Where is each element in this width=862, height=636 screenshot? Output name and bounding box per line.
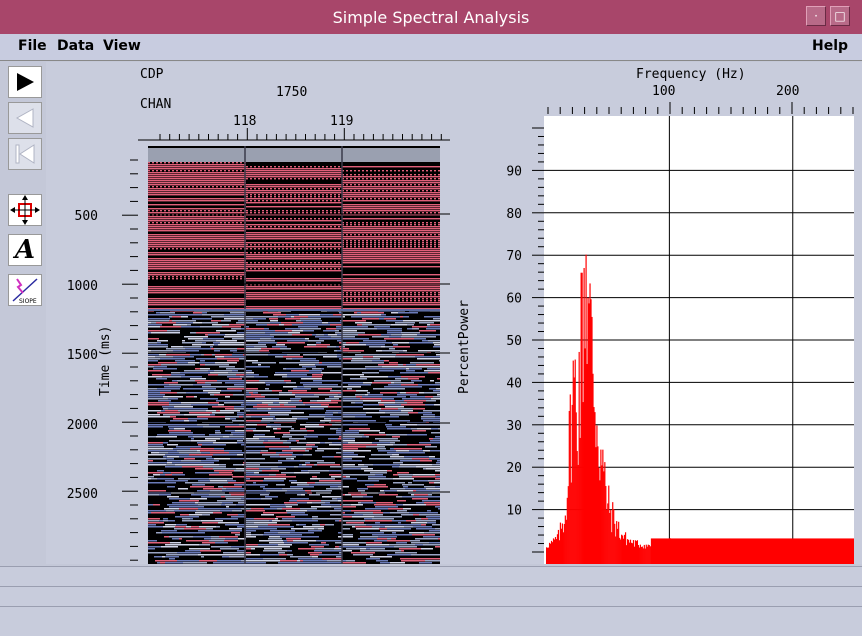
menu-file[interactable]: File	[18, 38, 47, 54]
y-tick-2500: 2500	[67, 487, 98, 502]
y-tick-80: 80	[506, 207, 522, 222]
y-tick-10: 10	[506, 504, 522, 519]
menu-bar: File Data View Help	[0, 34, 862, 61]
minimize-icon[interactable]: ·	[806, 6, 826, 26]
sioseis-icon[interactable]: SIOPE	[8, 274, 42, 306]
menu-view[interactable]: View	[103, 38, 141, 54]
seismic-header: CDP 1750 CHAN 118 119	[138, 62, 451, 144]
status-bar-1	[0, 566, 862, 587]
y-tick-40: 40	[506, 376, 522, 391]
spectrum-y-axis: PercentPower 10 20 30 40 50 60 70 80 90	[450, 116, 545, 564]
x-tick-200: 200	[776, 84, 799, 99]
x-tick-100: 100	[652, 84, 675, 99]
spectrum-bars	[546, 255, 854, 564]
y-tick-60: 60	[506, 292, 522, 307]
menu-data[interactable]: Data	[57, 38, 94, 54]
cdp-label: CDP	[140, 67, 164, 82]
time-axis-label: Time (ms)	[98, 326, 113, 396]
maximize-icon[interactable]: □	[830, 6, 850, 26]
menu-help[interactable]: Help	[812, 38, 848, 54]
spectrum-x-axis: Frequency (Hz) 100 200	[544, 62, 862, 116]
percent-power-label: PercentPower	[457, 300, 472, 394]
text-icon[interactable]: A	[8, 234, 42, 266]
y-tick-1500: 1500	[67, 348, 98, 363]
y-tick-20: 20	[506, 461, 522, 476]
play-icon[interactable]	[8, 66, 42, 98]
y-tick-2000: 2000	[67, 418, 98, 433]
window-title: Simple Spectral Analysis	[0, 8, 862, 27]
y-tick-50: 50	[506, 334, 522, 349]
status-bar-2	[0, 586, 862, 607]
seismic-y-axis: Time (ms) 500 1000 1500 2000 2500	[46, 144, 139, 564]
chan-119-label: 119	[330, 114, 353, 129]
spectrum-right-margin	[854, 116, 862, 564]
step-back-icon[interactable]	[8, 102, 42, 134]
spectrum-plot[interactable]	[544, 116, 854, 564]
frequency-axis-label: Frequency (Hz)	[636, 67, 746, 82]
y-tick-30: 30	[506, 419, 522, 434]
y-tick-1000: 1000	[67, 279, 98, 294]
seismic-panel[interactable]	[138, 144, 450, 564]
y-tick-90: 90	[506, 164, 522, 179]
zoom-pan-icon[interactable]	[8, 194, 42, 226]
title-bar: Simple Spectral Analysis · □	[0, 0, 862, 35]
y-tick-500: 500	[75, 209, 98, 224]
chan-label: CHAN	[140, 97, 171, 112]
spectrum-tail	[651, 538, 854, 564]
cdp-value: 1750	[276, 85, 307, 100]
spectrum-corner	[450, 62, 545, 116]
svg-text:SIOPE: SIOPE	[19, 298, 37, 305]
rewind-icon[interactable]	[8, 138, 42, 170]
y-tick-70: 70	[506, 249, 522, 264]
status-bar-3	[0, 606, 862, 636]
corner-panel	[46, 62, 139, 144]
seismic-top-axis	[138, 128, 450, 140]
chan-118-label: 118	[233, 114, 256, 129]
seismic-image[interactable]	[138, 144, 450, 564]
